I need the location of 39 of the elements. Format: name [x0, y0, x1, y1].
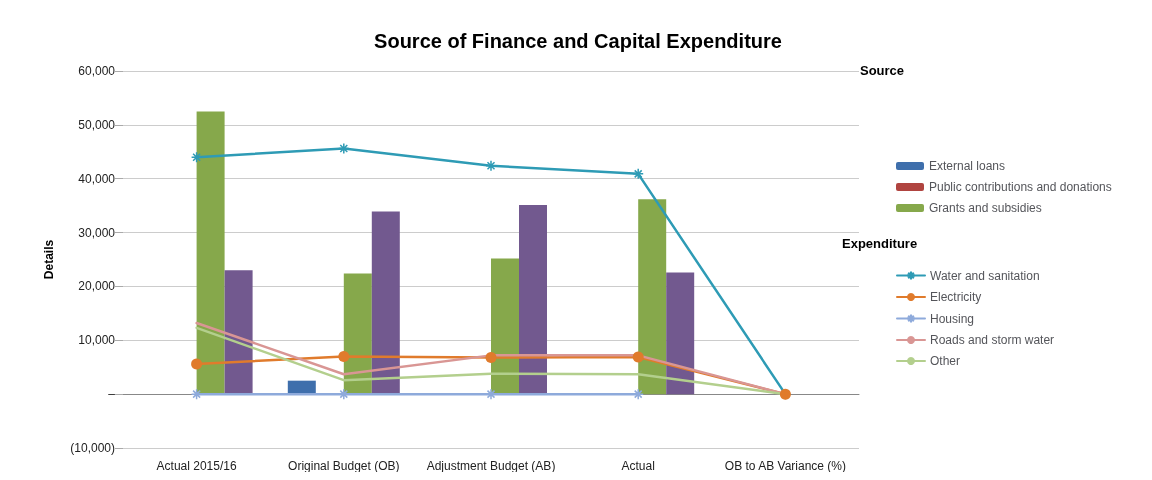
annotation: Expenditure: [842, 236, 918, 251]
y-axis-title: Details: [42, 239, 56, 280]
x-tick-label: Actual 2015/16: [156, 459, 237, 473]
bar: [196, 111, 225, 395]
y-tick-label: (10,000): [70, 441, 115, 455]
point: [485, 352, 497, 364]
bar: [666, 272, 695, 395]
legend-label: Other: [930, 354, 961, 368]
point: [338, 350, 350, 362]
y-tick-label: 30,000: [78, 225, 116, 240]
point: [338, 142, 350, 155]
chart-title: Source of Finance and Capital Expenditure: [374, 30, 782, 52]
x-tick-label: Original Budget (OB): [288, 459, 400, 473]
bar: [371, 211, 400, 395]
x-tick-label: Adjustment Budget (AB): [426, 459, 556, 473]
legend-label: Grants and subsidies: [929, 201, 1042, 215]
point: [632, 168, 644, 180]
text: Source: [860, 63, 905, 78]
bar: [638, 199, 667, 395]
y-tick-label: 50,000: [78, 117, 116, 132]
legend-label: Roads and storm water: [930, 333, 1055, 347]
legend-label: Electricity: [930, 290, 982, 304]
point: [632, 351, 644, 363]
legend-label: External loans: [929, 159, 1006, 173]
y-tick-label: 10,000: [78, 333, 116, 348]
bar: [343, 273, 372, 395]
x-tick-label: Actual: [621, 459, 655, 473]
legend-label: Housing: [930, 311, 975, 326]
y-tick-label: 60,000: [78, 64, 116, 78]
bar: [519, 205, 547, 395]
legend-label: Water and sanitation: [930, 268, 1040, 283]
bar: [491, 258, 519, 395]
y-tick-label: –: [108, 387, 116, 402]
y-tick-label: 20,000: [78, 279, 116, 294]
legend-label: Public contributions and donations: [929, 180, 1112, 194]
x-tick-label: OB to AB Variance (%): [724, 459, 846, 473]
y-tick-label: 40,000: [78, 171, 116, 186]
point: [191, 358, 203, 370]
bar: [224, 270, 253, 395]
